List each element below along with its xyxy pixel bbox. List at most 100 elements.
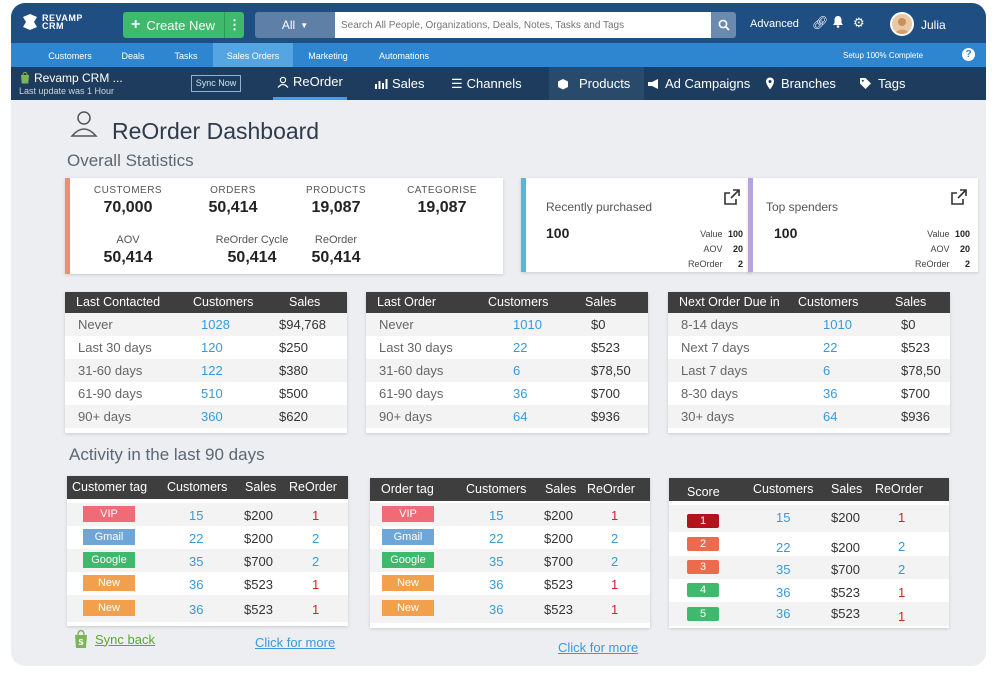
column-header[interactable]: Customers (193, 295, 254, 309)
advanced-search-link[interactable]: Advanced (750, 18, 799, 30)
cell-customers[interactable]: 36 (776, 585, 791, 600)
external-link-icon[interactable] (950, 188, 968, 206)
menu-item-deals[interactable]: Deals (121, 51, 145, 61)
tab-reorder[interactable]: ReOrder (273, 67, 347, 100)
cell-customers[interactable]: 64 (513, 409, 528, 424)
table-row[interactable]: New 36 $523 1 (370, 572, 650, 595)
table-row[interactable]: 90+ days 360 $620 (65, 405, 347, 428)
column-header[interactable]: Customers (167, 480, 228, 494)
tag-badge[interactable]: Gmail (83, 529, 135, 545)
column-header[interactable]: ReOrder (587, 482, 635, 496)
link-icon[interactable]: 🔗︎ (812, 15, 829, 30)
cell-customers[interactable]: 360 (201, 409, 223, 424)
external-link-icon[interactable] (723, 188, 741, 206)
cell-customers[interactable]: 122 (201, 363, 223, 378)
table-row[interactable]: VIP 15 $200 1 (370, 503, 650, 526)
table-row[interactable]: Google 35 $700 2 (370, 549, 650, 572)
table-row[interactable]: Last 7 days 6 $78,50 (668, 359, 950, 382)
column-header[interactable]: Sales (545, 482, 577, 496)
cell-customers[interactable]: 64 (823, 409, 838, 424)
click-for-more-link[interactable]: Click for more (255, 635, 336, 650)
table-row[interactable]: 5 36 $523 1 (669, 602, 949, 626)
table-row[interactable]: 8-30 days 36 $700 (668, 382, 950, 405)
column-header[interactable]: Sales (831, 482, 863, 496)
table-row[interactable]: 4 36 $523 1 (669, 579, 949, 602)
table-row[interactable]: 3 35 $700 2 (669, 556, 949, 579)
column-header[interactable]: Sales (245, 480, 277, 494)
cell-customers[interactable]: 22 (823, 340, 838, 355)
table-row[interactable]: New 36 $523 1 (67, 572, 348, 595)
more-options-icon[interactable]: ⋮ (224, 12, 244, 38)
search-button[interactable] (711, 12, 736, 38)
cell-customers[interactable]: 15 (776, 510, 791, 525)
tab-sales[interactable]: Sales (374, 67, 425, 100)
table-row[interactable]: Gmail 22 $200 2 (67, 526, 348, 549)
table-row[interactable]: Never 1028 $94,768 (65, 313, 347, 336)
cell-customers[interactable]: 120 (201, 340, 223, 355)
table-row[interactable]: New 36 $523 1 (67, 595, 348, 622)
cell-customers[interactable]: 36 (489, 602, 504, 617)
cell-customers[interactable]: 35 (189, 554, 204, 569)
bell-icon[interactable] (832, 15, 844, 31)
table-row[interactable]: Last 30 days 120 $250 (65, 336, 347, 359)
cell-customers[interactable]: 1010 (513, 317, 542, 332)
click-for-more-link[interactable]: Click for more (558, 640, 639, 655)
column-header[interactable]: Customers (466, 482, 527, 496)
menu-item-tasks[interactable]: Tasks (174, 51, 198, 61)
table-row[interactable]: 1 15 $200 1 (669, 505, 949, 532)
table-row[interactable]: 8-14 days 1010 $0 (668, 313, 950, 336)
tab-products[interactable]: Products (549, 67, 644, 100)
avatar[interactable] (890, 12, 914, 36)
sync-back-link[interactable]: S Sync back (73, 629, 155, 649)
cell-customers[interactable]: 22 (776, 540, 791, 555)
score-badge[interactable]: 2 (687, 537, 719, 551)
user-name[interactable]: Julia (921, 18, 946, 32)
column-header[interactable]: Score (687, 485, 720, 499)
table-row[interactable]: 2 22 $200 2 (669, 532, 949, 556)
store-selector[interactable]: Revamp CRM ... (20, 71, 123, 85)
column-header[interactable]: Customer tag (72, 480, 148, 494)
score-badge[interactable]: 1 (687, 514, 719, 528)
cell-customers[interactable]: 1010 (823, 317, 852, 332)
logo[interactable]: REVAMP CRM (21, 13, 83, 31)
column-header[interactable]: Customers (753, 482, 814, 496)
table-row[interactable]: New 36 $523 1 (370, 595, 650, 623)
tag-badge[interactable]: VIP (382, 506, 434, 522)
tag-badge[interactable]: Gmail (382, 529, 434, 545)
table-row[interactable]: Next 7 days 22 $523 (668, 336, 950, 359)
table-row[interactable]: 30+ days 64 $936 (668, 405, 950, 428)
cell-customers[interactable]: 36 (823, 386, 838, 401)
recently-purchased-card[interactable]: Recently purchased 100 Value 100 AOV 20 … (521, 178, 751, 272)
tab-branches[interactable]: Branches (765, 67, 836, 100)
tag-badge[interactable]: Google (83, 552, 135, 568)
gear-icon[interactable]: ⚙ (853, 15, 865, 30)
menu-item-sales-orders[interactable]: Sales Orders (213, 43, 293, 67)
tab-channels[interactable]: ☰ Channels (451, 67, 522, 100)
table-row[interactable]: Gmail 22 $200 2 (370, 526, 650, 549)
search-input[interactable] (335, 12, 711, 38)
table-row[interactable]: 31-60 days 6 $78,50 (366, 359, 648, 382)
search-scope-select[interactable]: All ▼ (255, 12, 335, 38)
cell-customers[interactable]: 510 (201, 386, 223, 401)
column-header[interactable]: Order tag (381, 482, 434, 496)
tag-badge[interactable]: New (83, 600, 135, 616)
column-header[interactable]: Customers (488, 295, 549, 309)
cell-customers[interactable]: 1028 (201, 317, 230, 332)
cell-customers[interactable]: 36 (189, 602, 204, 617)
column-header[interactable]: Sales (895, 295, 927, 309)
tag-badge[interactable]: Google (382, 552, 434, 568)
score-badge[interactable]: 5 (687, 607, 719, 621)
menu-item-customers[interactable]: Customers (48, 51, 92, 61)
tag-badge[interactable]: New (382, 575, 434, 591)
cell-customers[interactable]: 36 (513, 386, 528, 401)
setup-progress[interactable]: Setup 100% Complete (843, 51, 924, 60)
table-row[interactable]: VIP 15 $200 1 (67, 503, 348, 526)
table-row[interactable]: Last 30 days 22 $523 (366, 336, 648, 359)
column-header[interactable]: Sales (585, 295, 617, 309)
table-row[interactable]: 90+ days 64 $936 (366, 405, 648, 428)
top-spenders-card[interactable]: Top spenders 100 Value 100 AOV 20 ReOrde… (748, 178, 978, 272)
column-header[interactable]: Sales (289, 295, 321, 309)
cell-customers[interactable]: 6 (823, 363, 831, 378)
table-row[interactable]: Never 1010 $0 (366, 313, 648, 336)
help-icon[interactable]: ? (962, 48, 975, 61)
